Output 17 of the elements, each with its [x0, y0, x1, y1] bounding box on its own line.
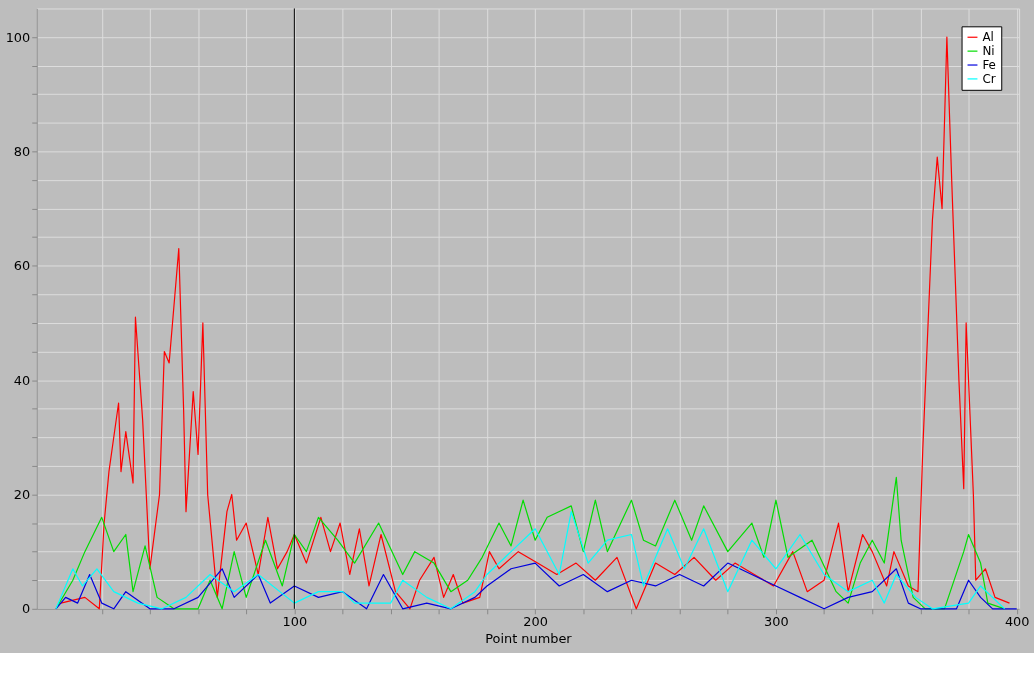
x-tick-label: 400 [1004, 614, 1030, 630]
line-series [55, 511, 1006, 610]
y-tick-label: 100 [5, 29, 31, 45]
y-tick-label: 60 [13, 258, 31, 274]
x-axis-title: Point number [485, 631, 573, 647]
legend-label: Ni [982, 44, 995, 59]
legend-label: Cr [982, 71, 996, 86]
x-tick-label: 300 [764, 614, 789, 630]
legend-label: Fe [982, 57, 996, 72]
y-tick-label: 0 [22, 601, 31, 617]
y-tick-label: 80 [13, 143, 31, 159]
line-series [55, 562, 1018, 610]
x-tick-label: 100 [282, 614, 308, 630]
x-tick-label: 200 [523, 614, 548, 630]
y-tick-label: 20 [13, 486, 31, 502]
legend-label: Al [982, 30, 994, 45]
y-tick-label: 40 [13, 372, 31, 388]
